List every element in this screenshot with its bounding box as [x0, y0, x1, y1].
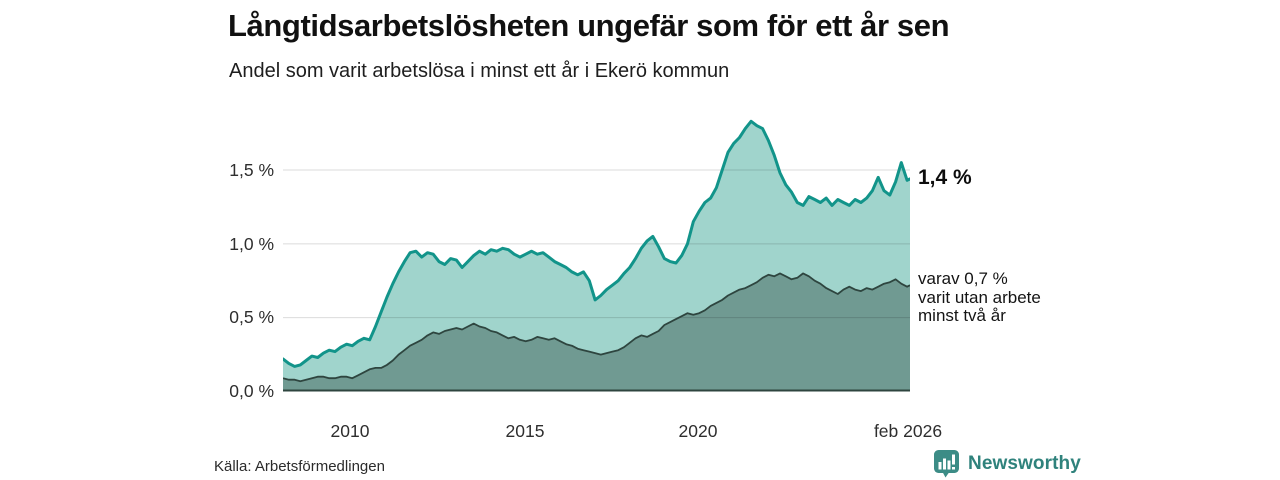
chart-subtitle: Andel som varit arbetslösa i minst ett å…: [229, 60, 730, 82]
series-subset-annotation: varav 0,7 % varit utan arbete minst två …: [918, 269, 1041, 326]
x-axis-tick-2010: 2010: [330, 421, 370, 441]
area-chart: [283, 119, 910, 392]
series-total-end-value-label: 1,4 %: [918, 166, 972, 189]
page-title: Långtidsarbetslösheten ungefär som för e…: [228, 8, 950, 43]
newsworthy-logo-icon: [933, 449, 960, 478]
x-axis-tick-2020: 2020: [678, 421, 718, 441]
y-axis-tick-0-5: 0,5 %: [229, 307, 274, 327]
series-subset-annotation-line-1: varav 0,7 %: [918, 269, 1008, 288]
source-credit: Källa: Arbetsförmedlingen: [214, 458, 385, 475]
series-subset-annotation-line-3: minst två år: [918, 306, 1006, 325]
x-axis-tick-feb-2026: feb 2026: [873, 421, 943, 441]
y-axis-tick-1-0: 1,0 %: [229, 234, 274, 254]
newsworthy-brand: Newsworthy: [933, 449, 1081, 478]
y-axis-tick-1-5: 1,5 %: [229, 160, 274, 180]
y-axis-tick-0-0: 0,0 %: [229, 381, 274, 401]
x-axis-tick-2015: 2015: [505, 421, 545, 441]
newsworthy-brand-name: Newsworthy: [968, 452, 1081, 474]
series-subset-annotation-line-2: varit utan arbete: [918, 287, 1041, 307]
